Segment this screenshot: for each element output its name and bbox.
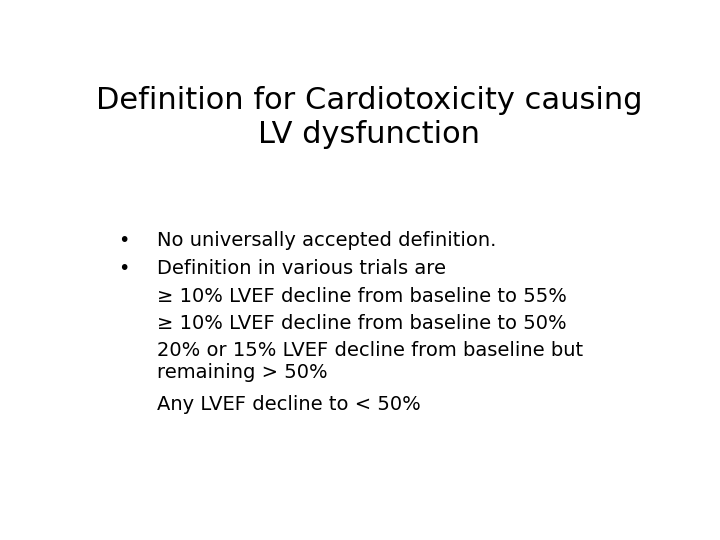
Text: 20% or 15% LVEF decline from baseline but
remaining > 50%: 20% or 15% LVEF decline from baseline bu… [157, 341, 583, 382]
Text: Definition in various trials are: Definition in various trials are [157, 259, 446, 278]
Text: •: • [118, 231, 130, 250]
Text: Any LVEF decline to < 50%: Any LVEF decline to < 50% [157, 395, 420, 414]
Text: ≥ 10% LVEF decline from baseline to 55%: ≥ 10% LVEF decline from baseline to 55% [157, 287, 567, 306]
Text: ≥ 10% LVEF decline from baseline to 50%: ≥ 10% LVEF decline from baseline to 50% [157, 314, 567, 333]
Text: •: • [118, 259, 130, 278]
Text: Definition for Cardiotoxicity causing
LV dysfunction: Definition for Cardiotoxicity causing LV… [96, 85, 642, 150]
Text: No universally accepted definition.: No universally accepted definition. [157, 231, 496, 250]
